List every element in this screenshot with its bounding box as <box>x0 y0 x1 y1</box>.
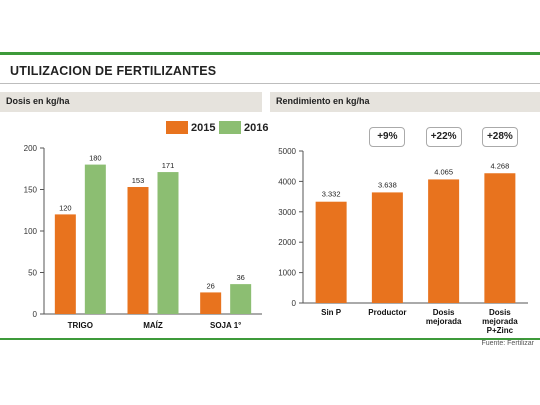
source-note: Fuente: Fertilizar <box>481 340 534 347</box>
data-label: 4.065 <box>434 167 453 176</box>
legend-item-2015: 2015 <box>166 121 215 134</box>
bar-rendimiento <box>428 179 460 303</box>
bar-2016 <box>230 284 252 314</box>
y-tick-label: 150 <box>24 186 38 195</box>
y-tick-label: 5000 <box>278 147 296 156</box>
increase-badge: +28% <box>481 127 518 147</box>
bar-2015 <box>200 292 222 314</box>
y-tick-label: 200 <box>24 144 38 153</box>
increase-badge: +22% <box>425 127 462 147</box>
bar-rendimiento <box>484 173 516 303</box>
category-label: SOJA 1° <box>210 321 241 330</box>
category-label: Productor <box>368 308 406 317</box>
category-label: TRIGO <box>68 321 93 330</box>
data-label: 3.638 <box>378 180 397 189</box>
legend-swatch-2015 <box>166 121 188 134</box>
top-accent-line <box>0 52 540 55</box>
page-title: UTILIZACION DE FERTILIZANTES <box>10 64 217 78</box>
bottom-accent-line <box>0 338 540 340</box>
y-tick-label: 3000 <box>278 208 296 217</box>
data-label: 26 <box>206 281 214 290</box>
legend-label-2016: 2016 <box>244 121 269 134</box>
data-label: 171 <box>162 161 175 170</box>
category-label: mejorada <box>482 317 518 326</box>
y-tick-label: 2000 <box>278 238 296 247</box>
category-label: Dosis <box>489 308 511 317</box>
bar-2016 <box>84 164 106 314</box>
data-label: 3.332 <box>322 190 341 199</box>
increase-badge: +9% <box>369 127 406 147</box>
y-tick-label: 0 <box>33 310 38 319</box>
y-tick-label: 1000 <box>278 269 296 278</box>
category-label: Sin P <box>321 308 342 317</box>
data-label: 180 <box>89 154 102 163</box>
right-chart-title: Rendimiento en kg/ha <box>276 96 370 106</box>
data-label: 120 <box>59 203 72 212</box>
category-label: mejorada <box>426 317 462 326</box>
y-tick-label: 100 <box>24 227 38 236</box>
category-label: MAÍZ <box>143 321 163 330</box>
bar-rendimiento <box>371 192 403 303</box>
category-label: P+Zinc <box>487 326 514 335</box>
legend-item-2016: 2016 <box>219 121 268 134</box>
bar-2015 <box>54 214 76 314</box>
y-tick-label: 50 <box>28 269 37 278</box>
bar-2015 <box>127 187 149 314</box>
bar-2016 <box>157 172 179 314</box>
right-panel-header: Rendimiento en kg/ha <box>270 92 540 112</box>
left-chart-title: Dosis en kg/ha <box>6 96 70 106</box>
rendimiento-bar-chart: 0 1000 2000 3000 4000 5000 3.332 Sin P 3.638 Prod… <box>278 147 528 335</box>
bar-rendimiento <box>315 201 347 303</box>
legend-swatch-2016 <box>219 121 241 134</box>
data-label: 153 <box>132 176 145 185</box>
dosis-bar-chart: 0 50 100 150 200 120 180 TRIGO 153 171 MAÍZ 26 36 SOJ… <box>24 144 262 330</box>
y-tick-label: 4000 <box>278 177 296 186</box>
title-divider <box>0 83 540 84</box>
y-tick-label: 0 <box>292 299 297 308</box>
data-label: 4.268 <box>490 161 509 170</box>
legend-label-2015: 2015 <box>191 121 216 134</box>
left-panel-header: Dosis en kg/ha <box>0 92 262 112</box>
data-label: 36 <box>236 273 244 282</box>
category-label: Dosis <box>433 308 455 317</box>
